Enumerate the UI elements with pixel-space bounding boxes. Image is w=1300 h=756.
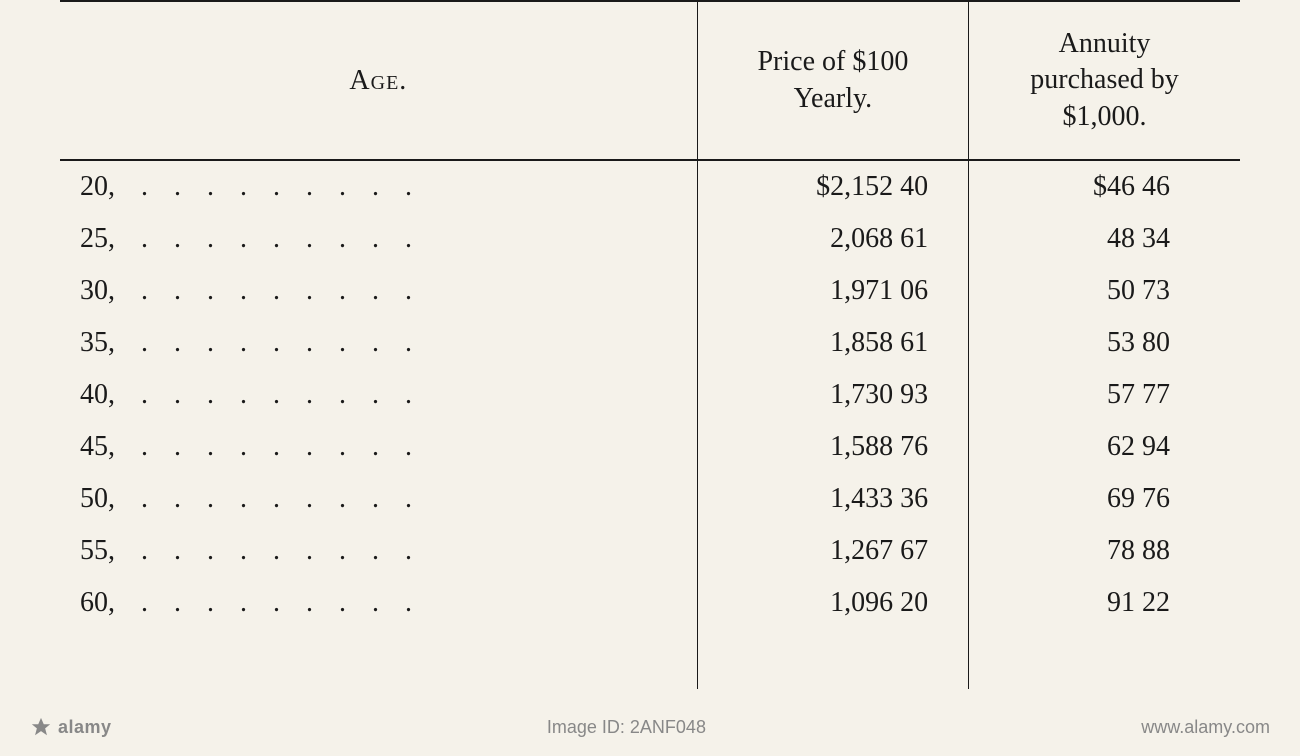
age-cell: 20,......... bbox=[60, 160, 697, 213]
age-cell: 60,......... bbox=[60, 577, 697, 629]
dot-leader: ......... bbox=[115, 223, 438, 254]
spacer-row bbox=[60, 629, 1240, 689]
price-cell: 1,267 67 bbox=[697, 525, 968, 577]
table-header-row: Age. Price of $100 Yearly. Annuity purch… bbox=[60, 1, 1240, 160]
watermark-url: www.alamy.com bbox=[1141, 717, 1270, 738]
dot-leader: ......... bbox=[115, 379, 438, 410]
annuity-cell: 50 73 bbox=[969, 265, 1240, 317]
price-cell: 1,858 61 bbox=[697, 317, 968, 369]
table-row: 40,......... 1,730 93 57 77 bbox=[60, 369, 1240, 421]
dot-leader: ......... bbox=[115, 535, 438, 566]
price-cell: 1,971 06 bbox=[697, 265, 968, 317]
annuity-header-line2: purchased by bbox=[1030, 64, 1179, 95]
price-cell: 1,433 36 bbox=[697, 473, 968, 525]
annuity-cell: 91 22 bbox=[969, 577, 1240, 629]
price-cell: 1,096 20 bbox=[697, 577, 968, 629]
price-header-line1: Price of $100 bbox=[757, 46, 908, 77]
table-row: 35,......... 1,858 61 53 80 bbox=[60, 317, 1240, 369]
annuity-cell: 69 76 bbox=[969, 473, 1240, 525]
annuity-cell: $46 46 bbox=[969, 160, 1240, 213]
annuity-cell: 62 94 bbox=[969, 421, 1240, 473]
annuity-header-line1: Annuity bbox=[1059, 28, 1151, 59]
age-cell: 45,......... bbox=[60, 421, 697, 473]
age-cell: 30,......... bbox=[60, 265, 697, 317]
table-row: 45,......... 1,588 76 62 94 bbox=[60, 421, 1240, 473]
annuity-header-line3: $1,000. bbox=[1063, 101, 1147, 132]
annuity-cell: 48 34 bbox=[969, 213, 1240, 265]
annuity-cell: 78 88 bbox=[969, 525, 1240, 577]
age-cell: 50,......... bbox=[60, 473, 697, 525]
annuity-cell: 53 80 bbox=[969, 317, 1240, 369]
annuity-table-container: Age. Price of $100 Yearly. Annuity purch… bbox=[0, 0, 1300, 689]
price-cell: 1,588 76 bbox=[697, 421, 968, 473]
price-header-line2: Yearly. bbox=[794, 83, 873, 114]
watermark-image-id: Image ID: 2ANF048 bbox=[547, 717, 706, 738]
document-page: Age. Price of $100 Yearly. Annuity purch… bbox=[0, 0, 1300, 756]
dot-leader: ......... bbox=[115, 171, 438, 202]
annuity-cell: 57 77 bbox=[969, 369, 1240, 421]
watermark-bar: alamy Image ID: 2ANF048 www.alamy.com bbox=[0, 716, 1300, 738]
table-row: 20,......... $2,152 40 $46 46 bbox=[60, 160, 1240, 213]
price-cell: 1,730 93 bbox=[697, 369, 968, 421]
dot-leader: ......... bbox=[115, 483, 438, 514]
watermark-brand: alamy bbox=[30, 716, 112, 738]
table-row: 60,......... 1,096 20 91 22 bbox=[60, 577, 1240, 629]
age-cell: 25,......... bbox=[60, 213, 697, 265]
table-body: 20,......... $2,152 40 $46 46 25,.......… bbox=[60, 160, 1240, 689]
age-cell: 35,......... bbox=[60, 317, 697, 369]
table-row: 25,......... 2,068 61 48 34 bbox=[60, 213, 1240, 265]
dot-leader: ......... bbox=[115, 587, 438, 618]
annuity-table: Age. Price of $100 Yearly. Annuity purch… bbox=[60, 0, 1240, 689]
table-row: 55,......... 1,267 67 78 88 bbox=[60, 525, 1240, 577]
price-cell: $2,152 40 bbox=[697, 160, 968, 213]
dot-leader: ......... bbox=[115, 431, 438, 462]
age-cell: 40,......... bbox=[60, 369, 697, 421]
dot-leader: ......... bbox=[115, 327, 438, 358]
dot-leader: ......... bbox=[115, 275, 438, 306]
column-header-annuity: Annuity purchased by $1,000. bbox=[969, 1, 1240, 160]
age-cell: 55,......... bbox=[60, 525, 697, 577]
table-row: 50,......... 1,433 36 69 76 bbox=[60, 473, 1240, 525]
alamy-logo-icon bbox=[30, 716, 52, 738]
watermark-brand-text: alamy bbox=[58, 717, 112, 738]
column-header-age: Age. bbox=[60, 1, 697, 160]
column-header-price: Price of $100 Yearly. bbox=[697, 1, 968, 160]
price-cell: 2,068 61 bbox=[697, 213, 968, 265]
table-row: 30,......... 1,971 06 50 73 bbox=[60, 265, 1240, 317]
